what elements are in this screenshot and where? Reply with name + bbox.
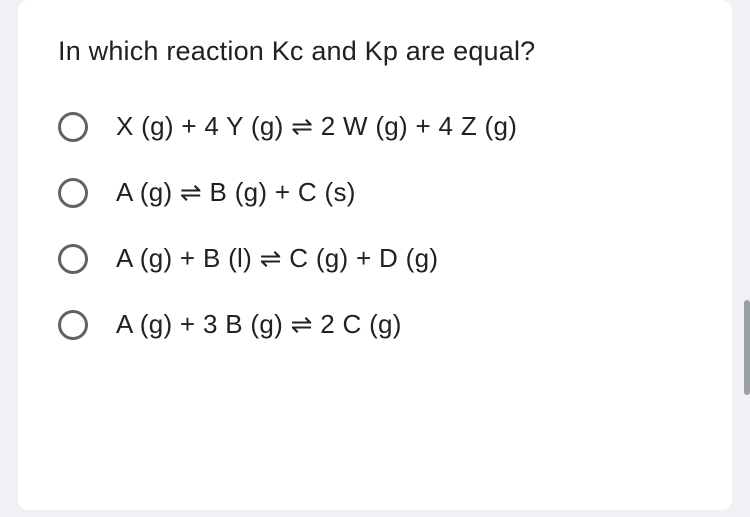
option-label: A (g) + 3 B (g) ⇌ 2 C (g) (116, 309, 402, 340)
question-text: In which reaction Kc and Kp are equal? (58, 36, 692, 67)
question-card: In which reaction Kc and Kp are equal? X… (18, 0, 732, 510)
option-row[interactable]: X (g) + 4 Y (g) ⇌ 2 W (g) + 4 Z (g) (58, 111, 692, 142)
radio-button[interactable] (58, 178, 88, 208)
option-row[interactable]: A (g) + 3 B (g) ⇌ 2 C (g) (58, 309, 692, 340)
scrollbar-thumb[interactable] (744, 300, 750, 395)
option-row[interactable]: A (g) + B (l) ⇌ C (g) + D (g) (58, 243, 692, 274)
scrollbar-track[interactable] (742, 0, 750, 517)
option-label: A (g) ⇌ B (g) + C (s) (116, 177, 356, 208)
option-row[interactable]: A (g) ⇌ B (g) + C (s) (58, 177, 692, 208)
radio-button[interactable] (58, 310, 88, 340)
option-label: X (g) + 4 Y (g) ⇌ 2 W (g) + 4 Z (g) (116, 111, 517, 142)
radio-button[interactable] (58, 244, 88, 274)
option-label: A (g) + B (l) ⇌ C (g) + D (g) (116, 243, 438, 274)
radio-button[interactable] (58, 112, 88, 142)
